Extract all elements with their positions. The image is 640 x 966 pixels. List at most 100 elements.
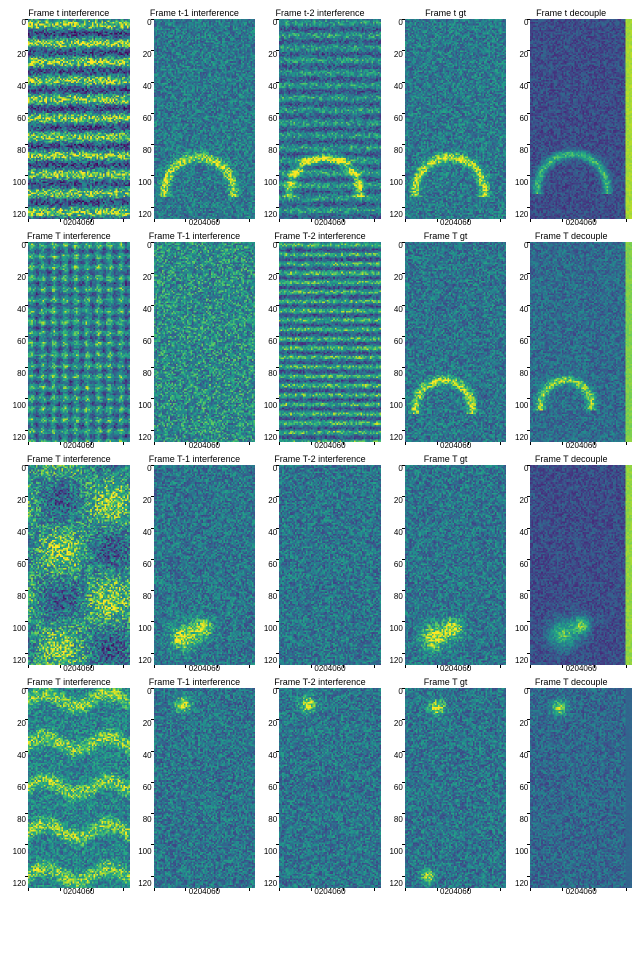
y-tick-label: 100	[389, 179, 402, 187]
heatmap	[154, 242, 256, 442]
y-tick-label: 120	[389, 657, 402, 665]
heatmap-panel: Frame T-2 interference020406080100120020…	[259, 231, 381, 450]
heatmap	[530, 19, 632, 219]
y-tick-label: 120	[515, 657, 528, 665]
heatmap-panel: Frame T-1 interference020406080100120020…	[134, 677, 256, 896]
heatmap	[530, 688, 632, 888]
y-tick-label: 120	[264, 434, 277, 442]
heatmap-panel: Frame T interference02040608010012002040…	[8, 677, 130, 896]
y-tick-label: 100	[264, 625, 277, 633]
y-tick-label: 120	[389, 211, 402, 219]
plot-area: 020406080100120	[259, 688, 381, 888]
y-tick-label: 120	[264, 211, 277, 219]
plot-area: 020406080100120	[385, 465, 507, 665]
panel-title: Frame T-1 interference	[149, 454, 240, 464]
panel-title: Frame T gt	[424, 231, 468, 241]
y-tick-label: 120	[13, 211, 26, 219]
y-tick-label: 120	[264, 880, 277, 888]
heatmap	[28, 19, 130, 219]
heatmap	[279, 688, 381, 888]
heatmap	[405, 688, 507, 888]
y-tick-label: 120	[138, 880, 151, 888]
y-tick-label: 100	[389, 848, 402, 856]
y-tick-label: 100	[13, 848, 26, 856]
y-tick-label: 100	[264, 179, 277, 187]
panel-title: Frame T-1 interference	[149, 677, 240, 687]
plot-area: 020406080100120	[134, 19, 256, 219]
heatmap-panel: Frame T-1 interference020406080100120020…	[134, 454, 256, 673]
y-tick-label: 100	[389, 625, 402, 633]
plot-area: 020406080100120	[134, 465, 256, 665]
plot-area: 020406080100120	[510, 688, 632, 888]
heatmap-panel: Frame t decouple0204060801001200204060	[510, 8, 632, 227]
plot-area: 020406080100120	[134, 688, 256, 888]
heatmap-panel: Frame t interference02040608010012002040…	[8, 8, 130, 227]
heatmap-panel: Frame T gt0204060801001200204060	[385, 231, 507, 450]
y-tick-label: 100	[138, 402, 151, 410]
panel-title: Frame t-2 interference	[275, 8, 364, 18]
y-tick-label: 100	[515, 625, 528, 633]
heatmap	[530, 465, 632, 665]
panel-title: Frame T interference	[27, 231, 111, 241]
heatmap	[279, 19, 381, 219]
plot-area: 020406080100120	[259, 465, 381, 665]
y-tick-label: 120	[138, 434, 151, 442]
y-tick-label: 120	[264, 657, 277, 665]
panel-title: Frame t gt	[425, 8, 466, 18]
plot-area: 020406080100120	[385, 242, 507, 442]
plot-area: 020406080100120	[510, 19, 632, 219]
panel-title: Frame T interference	[27, 677, 111, 687]
heatmap	[154, 19, 256, 219]
y-tick-label: 100	[13, 625, 26, 633]
y-tick-label: 120	[389, 880, 402, 888]
heatmap-panel: Frame T interference02040608010012002040…	[8, 231, 130, 450]
heatmap-panel: Frame T-1 interference020406080100120020…	[134, 231, 256, 450]
y-tick-label: 100	[138, 848, 151, 856]
heatmap	[154, 465, 256, 665]
y-tick-label: 120	[515, 880, 528, 888]
panel-title: Frame T-1 interference	[149, 231, 240, 241]
y-tick-label: 120	[515, 434, 528, 442]
heatmap-panel: Frame T decouple0204060801001200204060	[510, 677, 632, 896]
panel-title: Frame t interference	[28, 8, 109, 18]
panel-title: Frame T interference	[27, 454, 111, 464]
y-tick-label: 120	[13, 880, 26, 888]
plot-area: 020406080100120	[8, 688, 130, 888]
plot-area: 020406080100120	[8, 465, 130, 665]
heatmap	[405, 465, 507, 665]
y-tick-label: 120	[13, 657, 26, 665]
y-tick-label: 100	[138, 625, 151, 633]
panel-title: Frame T gt	[424, 677, 468, 687]
heatmap	[28, 688, 130, 888]
y-tick-label: 120	[138, 211, 151, 219]
panel-title: Frame T decouple	[535, 677, 608, 687]
heatmap-panel: Frame T gt0204060801001200204060	[385, 454, 507, 673]
panel-title: Frame T-2 interference	[274, 231, 365, 241]
panel-title: Frame t-1 interference	[150, 8, 239, 18]
panel-title: Frame T decouple	[535, 454, 608, 464]
heatmap-panel: Frame T gt0204060801001200204060	[385, 677, 507, 896]
heatmap-panel: Frame T-2 interference020406080100120020…	[259, 454, 381, 673]
heatmap-grid: Frame t interference 020406080100120 02040…	[8, 8, 632, 896]
heatmap	[405, 19, 507, 219]
y-tick-label: 100	[138, 179, 151, 187]
heatmap	[279, 465, 381, 665]
heatmap-panel: Frame T decouple0204060801001200204060	[510, 231, 632, 450]
y-tick-label: 100	[13, 179, 26, 187]
heatmap	[279, 242, 381, 442]
y-tick-label: 120	[138, 657, 151, 665]
heatmap-panel: Frame t-1 interference020406080100120020…	[134, 8, 256, 227]
heatmap	[154, 688, 256, 888]
plot-area: 020406080100120	[259, 19, 381, 219]
heatmap	[405, 242, 507, 442]
heatmap-panel: Frame T-2 interference020406080100120020…	[259, 677, 381, 896]
panel-title: Frame t decouple	[536, 8, 606, 18]
panel-title: Frame T decouple	[535, 231, 608, 241]
plot-area: 020406080100120	[259, 242, 381, 442]
y-tick-label: 100	[515, 179, 528, 187]
heatmap-panel: Frame t-2 interference020406080100120020…	[259, 8, 381, 227]
heatmap	[28, 242, 130, 442]
y-tick-label: 120	[389, 434, 402, 442]
heatmap-panel: Frame t gt0204060801001200204060	[385, 8, 507, 227]
y-tick-label: 100	[389, 402, 402, 410]
